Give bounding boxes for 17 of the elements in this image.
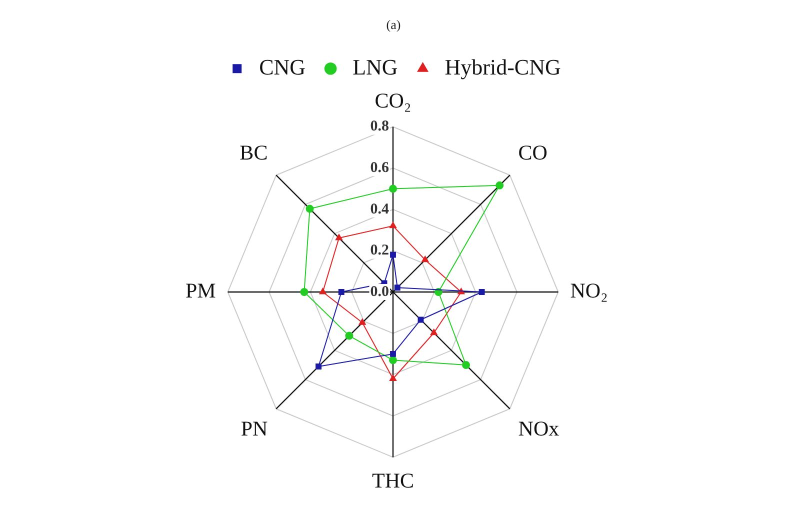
spoke-label: PM — [185, 278, 216, 303]
spoke-label: PN — [240, 416, 268, 440]
chart-title: (a) — [386, 17, 401, 32]
spoke-label: CO — [518, 140, 548, 165]
spoke-label: BC — [240, 140, 268, 165]
spoke-label: NOx — [518, 416, 560, 440]
spoke-label: NO₂ — [570, 278, 608, 303]
y-tick-label: 0.4 — [370, 201, 390, 218]
y-tick-label: 0.8 — [370, 118, 389, 135]
legend-label: CNG — [259, 54, 306, 80]
spoke-label: CO₂ — [374, 88, 412, 113]
legend-label: Hybrid-CNG — [444, 54, 561, 80]
y-tick-label: 0.2 — [370, 242, 389, 259]
spoke-label: THC — [372, 468, 414, 492]
legend-label: LNG — [352, 54, 398, 80]
y-tick-label: 0.6 — [370, 160, 390, 176]
y-tick-label: 0.0 — [370, 284, 389, 300]
